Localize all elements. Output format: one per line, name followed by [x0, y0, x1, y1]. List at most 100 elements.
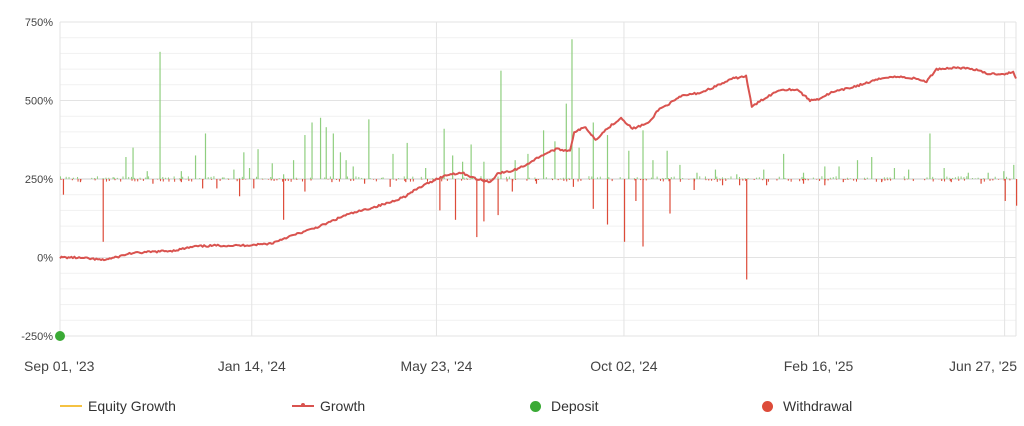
negative-bar	[1016, 179, 1018, 206]
positive-bar	[588, 176, 590, 179]
positive-bar	[714, 169, 717, 179]
positive-bar	[821, 176, 823, 179]
negative-bar	[739, 179, 741, 186]
negative-bar	[824, 179, 826, 186]
legend-item-deposit[interactable]: Deposit	[530, 392, 598, 420]
negative-bar	[924, 179, 926, 181]
positive-bar	[324, 177, 326, 179]
positive-bar	[420, 176, 422, 179]
positive-bar	[470, 144, 472, 179]
positive-bar	[983, 178, 985, 179]
negative-bar	[819, 179, 821, 181]
negative-bar	[887, 179, 889, 181]
negative-bar	[787, 179, 789, 181]
negative-bar	[338, 179, 340, 182]
negative-bar	[228, 179, 230, 180]
positive-bar	[974, 178, 976, 179]
negative-bar	[963, 179, 965, 181]
legend-item-withdrawal[interactable]: Withdrawal	[762, 392, 852, 420]
negative-bar	[405, 179, 407, 183]
negative-bar	[721, 179, 724, 186]
positive-bar	[466, 177, 468, 179]
positive-bar	[287, 178, 289, 179]
positive-bar	[91, 177, 93, 179]
negative-bar	[998, 179, 1000, 180]
negative-bar	[941, 179, 943, 182]
positive-bar	[528, 177, 530, 179]
positive-bar	[102, 177, 104, 179]
positive-bar	[256, 176, 258, 179]
positive-bar	[560, 178, 562, 179]
positive-bar	[113, 177, 115, 179]
negative-bar	[950, 179, 952, 183]
positive-bar	[665, 178, 667, 179]
positive-bar	[295, 177, 297, 179]
positive-bar	[319, 117, 322, 179]
negative-bar	[236, 179, 238, 182]
positive-bar	[179, 178, 181, 179]
positive-bar	[187, 176, 189, 179]
positive-bar	[68, 176, 70, 179]
negative-bar	[497, 179, 499, 216]
x-tick-label: Jan 14, '24	[218, 358, 286, 374]
negative-bar	[669, 179, 671, 214]
positive-bar	[721, 177, 723, 179]
positive-bar	[500, 70, 502, 179]
positive-bar	[173, 176, 175, 179]
positive-bar	[727, 178, 729, 179]
positive-bar	[778, 176, 780, 179]
positive-bar	[527, 153, 529, 179]
x-tick-label: Oct 02, '24	[590, 358, 657, 374]
negative-bar	[569, 179, 571, 180]
positive-bar	[908, 169, 910, 179]
positive-bar	[128, 176, 130, 179]
negative-bar	[836, 179, 838, 180]
positive-bar	[368, 119, 370, 179]
positive-bar	[756, 177, 758, 179]
positive-bar	[724, 178, 726, 179]
positive-bar	[148, 176, 150, 179]
negative-bar	[1009, 179, 1011, 181]
positive-bar	[133, 177, 135, 179]
positive-bar	[763, 169, 765, 179]
negative-bar	[592, 179, 594, 209]
negative-bar	[253, 179, 255, 189]
negative-bar	[441, 179, 443, 182]
negative-bar	[114, 179, 116, 181]
positive-bar	[403, 176, 405, 179]
positive-bar	[227, 178, 229, 179]
positive-bar	[146, 171, 148, 179]
positive-bar	[866, 177, 868, 179]
positive-bar	[332, 133, 334, 179]
positive-bar	[994, 176, 996, 179]
positive-bar	[846, 177, 848, 179]
negative-bar	[304, 179, 306, 192]
negative-bar	[713, 179, 715, 180]
negative-bar	[1003, 179, 1005, 181]
positive-bar	[369, 178, 371, 179]
negative-bar	[588, 179, 590, 180]
positive-bar	[310, 177, 312, 179]
positive-bar	[60, 176, 61, 179]
negative-bar	[799, 179, 801, 182]
positive-bar	[270, 176, 272, 179]
negative-bar	[71, 179, 73, 181]
negative-bar	[807, 179, 809, 181]
negative-bar	[983, 179, 985, 182]
legend-item-growth[interactable]: Growth	[292, 392, 365, 420]
legend-label-withdrawal: Withdrawal	[783, 398, 853, 414]
positive-bar	[696, 172, 698, 179]
growth-chart: 750% 500% 250% 0% -250% Sep 01, '23 Jan 14, '…	[21, 17, 1018, 374]
positive-bar	[832, 177, 834, 179]
positive-bar	[606, 135, 609, 179]
positive-bar	[954, 177, 956, 179]
negative-bar	[446, 179, 448, 181]
negative-bar	[762, 179, 764, 181]
negative-bar	[168, 179, 170, 182]
chart-legend: Equity Growth Growth Deposit Withdrawal	[0, 392, 1024, 422]
x-axis: Sep 01, '23 Jan 14, '24 May 23, '24 Oct 02,…	[24, 358, 1017, 374]
legend-item-equity-growth[interactable]: Equity Growth	[60, 392, 176, 420]
positive-bar	[864, 177, 866, 179]
negative-bar	[466, 179, 468, 180]
positive-bar	[571, 39, 573, 179]
